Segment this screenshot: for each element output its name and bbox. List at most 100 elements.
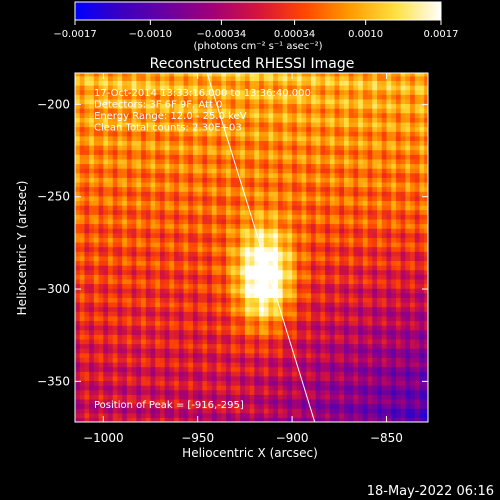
heatmap-cell	[414, 186, 421, 192]
heatmap-cell	[112, 265, 119, 271]
heatmap-cell	[108, 366, 114, 372]
heatmap-cell	[419, 228, 425, 234]
heatmap-cell	[192, 241, 199, 248]
heatmap-cell	[386, 389, 392, 395]
heatmap-cell	[221, 255, 227, 262]
heatmap-cell	[211, 237, 218, 243]
heatmap-cell	[103, 255, 109, 262]
heatmap-cell	[377, 237, 383, 243]
heatmap-cell	[211, 209, 218, 215]
heatmap-cell	[348, 214, 355, 220]
heatmap-cell	[79, 366, 86, 372]
heatmap-cell	[126, 154, 133, 160]
heatmap-cell	[192, 265, 199, 271]
heatmap-cell	[178, 297, 185, 303]
heatmap-cell	[150, 352, 156, 358]
heatmap-cell	[362, 237, 369, 243]
heatmap-cell	[391, 131, 397, 137]
heatmap-cell	[117, 209, 123, 215]
heatmap-cell	[381, 366, 388, 372]
heatmap-cell	[117, 232, 123, 238]
heatmap-cell	[381, 269, 388, 275]
heatmap-cell	[414, 329, 421, 335]
heatmap-cell	[122, 135, 128, 141]
heatmap-cell	[419, 246, 425, 252]
heatmap-cell	[84, 241, 90, 248]
heatmap-cell	[282, 292, 288, 298]
heatmap-cell	[410, 325, 416, 331]
heatmap-cell	[211, 292, 218, 298]
heatmap-cell	[334, 389, 340, 395]
heatmap-cell	[141, 191, 147, 197]
heatmap-cell	[410, 246, 416, 252]
heatmap-cell	[339, 251, 345, 257]
heatmap-cell	[79, 301, 86, 308]
heatmap-cell	[108, 334, 114, 340]
heatmap-cell	[282, 297, 288, 303]
heatmap-cell	[325, 237, 331, 243]
heatmap-cell	[75, 283, 81, 289]
heatmap-cell	[244, 343, 251, 349]
heatmap-cell	[362, 126, 369, 132]
heatmap-cell	[325, 325, 331, 331]
heatmap-cell	[141, 371, 147, 377]
heatmap-cell	[263, 195, 270, 202]
heatmap-cell	[235, 361, 241, 368]
heatmap-cell	[183, 269, 189, 275]
heatmap-cell	[108, 154, 114, 160]
heatmap-cell	[188, 385, 194, 391]
heatmap-cell	[395, 389, 402, 395]
heatmap-cell	[75, 292, 81, 298]
heatmap-cell	[334, 361, 340, 368]
heatmap-cell	[320, 325, 326, 331]
heatmap-cell	[84, 117, 90, 123]
heatmap-cell	[79, 334, 86, 340]
heatmap-cell	[320, 338, 326, 345]
heatmap-cell	[386, 278, 392, 285]
heatmap-cell	[249, 135, 255, 141]
heatmap-cell	[188, 209, 194, 215]
heatmap-cell	[155, 306, 161, 312]
heatmap-cell	[75, 380, 81, 386]
heatmap-cell	[207, 131, 213, 137]
heatmap-cell	[122, 145, 128, 151]
heatmap-cell	[221, 265, 227, 271]
heatmap-cell	[98, 292, 104, 298]
heatmap-cell	[353, 352, 359, 358]
heatmap-cell	[329, 269, 336, 275]
heatmap-cell	[202, 200, 208, 206]
heatmap-cell	[419, 297, 425, 303]
heatmap-cell	[112, 255, 119, 262]
heatmap-cell	[117, 325, 123, 331]
heatmap-cell	[145, 343, 152, 349]
heatmap-cell	[395, 329, 402, 335]
heatmap-cell	[226, 357, 232, 363]
heatmap-cell	[391, 154, 397, 160]
heatmap-cell	[136, 126, 142, 132]
heatmap-cell	[353, 140, 359, 146]
heatmap-cell	[273, 232, 279, 238]
heatmap-cell	[155, 320, 161, 326]
heatmap-cell	[155, 205, 161, 211]
heatmap-cell	[164, 140, 170, 146]
heatmap-cell	[348, 131, 355, 137]
heatmap-cell	[75, 306, 81, 312]
heatmap-cell	[273, 265, 279, 271]
heatmap-cell	[197, 126, 204, 132]
heatmap-cell	[353, 408, 359, 414]
heatmap-cell	[320, 292, 326, 298]
heatmap-cell	[89, 398, 95, 405]
heatmap-cell	[301, 163, 307, 169]
heatmap-cell	[259, 158, 265, 165]
heatmap-cell	[424, 408, 428, 414]
heatmap-cell	[89, 241, 95, 248]
heatmap-cell	[174, 375, 180, 382]
heatmap-cell	[145, 334, 152, 340]
heatmap-cell	[310, 158, 317, 165]
heatmap-cell	[400, 117, 406, 123]
heatmap-cell	[381, 361, 388, 368]
heatmap-cell	[188, 117, 194, 123]
heatmap-cell	[211, 278, 218, 285]
heatmap-cell	[150, 177, 156, 183]
heatmap-cell	[292, 357, 298, 363]
